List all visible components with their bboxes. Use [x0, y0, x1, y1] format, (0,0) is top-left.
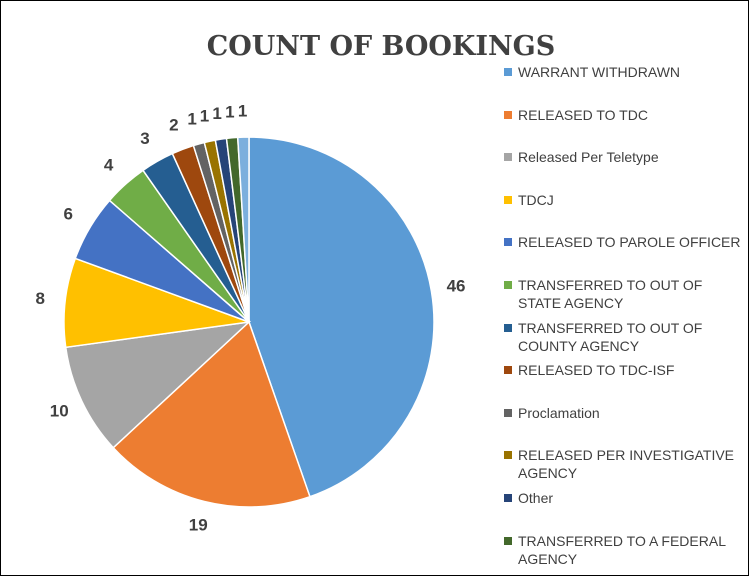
pie-slice	[64, 320, 252, 449]
legend-swatch	[504, 408, 512, 417]
data-label: 10	[50, 401, 69, 420]
legend-label: Proclamation	[518, 404, 600, 421]
data-label: 3	[140, 129, 149, 148]
legend-label: WARRANT WITHDRAWN	[518, 64, 681, 80]
data-label: 1	[225, 102, 234, 121]
pie-slice	[112, 320, 311, 508]
legend-label: TRANSFERRED TO OUT OF STATE AGENCY	[518, 277, 703, 311]
pie-slice	[248, 136, 435, 498]
legend-item: TDCJ	[504, 191, 744, 209]
legend-label: TDCJ	[518, 191, 554, 208]
legend-item: RELEASED PER INVESTIGATIVE AGENCY	[504, 446, 744, 482]
data-label: 19	[189, 515, 208, 534]
data-label: 1	[187, 109, 196, 128]
legend-label: Other	[518, 490, 554, 506]
legend-swatch	[504, 494, 512, 502]
legend-swatch	[504, 536, 512, 545]
data-label: 4	[104, 155, 114, 174]
legend-item: TRANSFERRED TO OUT OF STATE AGENCY	[504, 276, 744, 312]
legend-item: Released Per Teletype	[504, 148, 744, 166]
legend-label: TRANSFERRED TO A FEDERAL AGENCY	[518, 532, 726, 567]
data-label: 8	[35, 289, 44, 308]
legend-label: RELEASED TO TDC-ISF	[518, 362, 675, 379]
legend-swatch	[504, 110, 512, 119]
legend-item: Other	[504, 489, 744, 507]
data-label: 1	[238, 102, 247, 121]
legend-label: RELEASED PER INVESTIGATIVE AGENCY	[518, 447, 735, 482]
legend-item: TRANSFERRED TO OUT OF COUNTY AGENCY	[504, 319, 744, 355]
data-label: 2	[169, 115, 178, 134]
data-label: 6	[63, 205, 72, 224]
data-label: 1	[212, 104, 221, 123]
legend-swatch	[504, 153, 512, 162]
pie-slice	[236, 136, 250, 323]
legend-item: Proclamation	[504, 404, 744, 422]
legend-swatch	[504, 366, 512, 375]
legend-item: TRANSFERRED TO A FEDERAL AGENCY	[504, 532, 744, 568]
legend-label: Released Per Teletype	[518, 149, 659, 166]
legend-label: TRANSFERRED TO OUT OF COUNTY AGENCY	[518, 319, 703, 354]
legend-item: WARRANT WITHDRAWN	[504, 63, 744, 81]
legend-item: RELEASED TO TDC-ISF	[504, 361, 744, 379]
legend-label: RELEASED TO TDC	[518, 106, 648, 123]
legend-label: RELEASED TO PAROLE OFFICER	[518, 234, 741, 251]
legend-swatch	[504, 451, 512, 460]
legend-swatch	[504, 195, 512, 204]
data-label: 46	[447, 276, 466, 295]
legend-swatch	[504, 68, 512, 76]
legend-item: RELEASED TO PAROLE OFFICER	[504, 233, 744, 251]
data-label: 1	[200, 106, 209, 125]
legend-swatch	[504, 238, 512, 247]
legend-item: RELEASED TO TDC	[504, 106, 744, 124]
legend-swatch	[504, 323, 512, 332]
legend-swatch	[504, 281, 512, 289]
chart-title: COUNT OF BOOKINGS	[207, 31, 556, 62]
